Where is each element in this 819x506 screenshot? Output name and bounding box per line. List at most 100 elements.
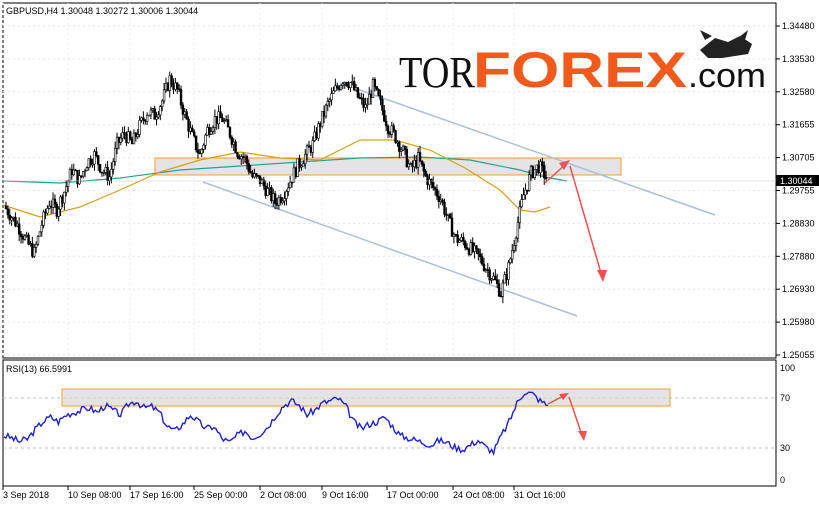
candle [162,82,166,104]
candle [336,82,339,91]
rsi-overbought-zone [61,388,671,407]
torforex-logo: TOR FOREX .com [399,30,766,98]
candle [463,239,467,251]
main-price-panel[interactable]: GBPUSD,H4 1.30048 1.30272 1.30006 1.3004… [2,2,819,359]
candle [234,139,237,154]
candle [34,241,38,253]
candle [448,212,452,219]
candle [129,130,132,141]
price-axis-label: 1.25980 [782,317,815,327]
candle [196,142,200,159]
candle [520,194,523,209]
time-axis[interactable]: 3 Sep 2018 10 Sep 08:00 17 Sep 16:00 25 Sep… [2,486,566,500]
rsi-arrow-down-head [578,431,587,441]
candle [330,87,333,106]
candle [526,189,529,195]
candle [435,184,439,201]
price-axis-label: 1.25055 [782,350,815,360]
candle [324,103,328,119]
candle [110,162,113,184]
candle [149,106,153,120]
candle [179,85,183,110]
candle [102,169,106,177]
candle [287,182,290,196]
candle [89,155,92,168]
candle [511,244,514,264]
candle [177,84,181,93]
candle [420,160,424,167]
candle [539,159,542,178]
time-axis-label: 25 Sep 00:00 [194,490,248,500]
candle [85,166,89,172]
candle [475,245,478,254]
time-axis-label: 24 Oct 08:00 [453,490,505,500]
candle [311,136,314,158]
candle [119,133,122,146]
candle [19,230,23,244]
candle [136,129,139,140]
candle [192,129,196,138]
rsi-panel[interactable]: RSI(13) 66.5991 [2,359,777,487]
candle [381,95,384,116]
candle [433,186,437,196]
time-axis-label: 17 Oct 00:00 [387,490,439,500]
candle [302,160,305,167]
candle [341,81,345,90]
candle [462,232,465,246]
candle [386,124,390,138]
candle [78,169,81,185]
rsi-label: RSI(13) 66.5991 [6,364,72,374]
rsi-axis-100: 100 [780,363,795,373]
candle [112,158,115,175]
candle [209,127,213,136]
candle [10,215,13,226]
candle [228,126,232,140]
candle [317,121,320,141]
candle [364,97,367,113]
candle [185,108,188,120]
candle [83,168,87,178]
rsi-arrow-up-head [559,393,569,400]
rsi-axis-70: 70 [780,393,790,403]
candle [320,111,324,129]
price-axis-label: 1.31655 [782,120,815,130]
candle [541,157,544,172]
price-axis-label: 1.29755 [782,186,815,196]
forecast-arrow-down [569,165,604,281]
candle [155,111,158,126]
candle [108,170,111,186]
candle [281,197,284,205]
candle [477,248,480,261]
candle [142,111,145,125]
candle [283,191,286,206]
candle [509,257,512,265]
candle [93,149,96,171]
candle [211,125,215,135]
candle [514,236,518,252]
candle [159,104,162,121]
candle [147,114,151,117]
candle [279,194,282,206]
candle [375,86,378,91]
candle [221,113,224,123]
candle [507,259,510,286]
candle [208,123,211,138]
candle [95,147,98,158]
candle [187,116,190,139]
candle [63,191,66,211]
candle [226,114,230,128]
candle [403,145,407,156]
candle [223,117,226,124]
candle [307,140,311,148]
price-axis[interactable]: 1.34480 1.33530 1.32580 1.31655 1.30705 1.297… [776,21,815,360]
candle [14,212,17,228]
candle [270,185,273,204]
candle [524,183,527,200]
price-axis-label: 1.32580 [782,87,815,97]
current-price-label: 1.30044 [780,176,813,186]
candle [72,163,75,177]
candle [288,175,292,189]
candle [349,81,352,93]
candle [362,93,365,112]
